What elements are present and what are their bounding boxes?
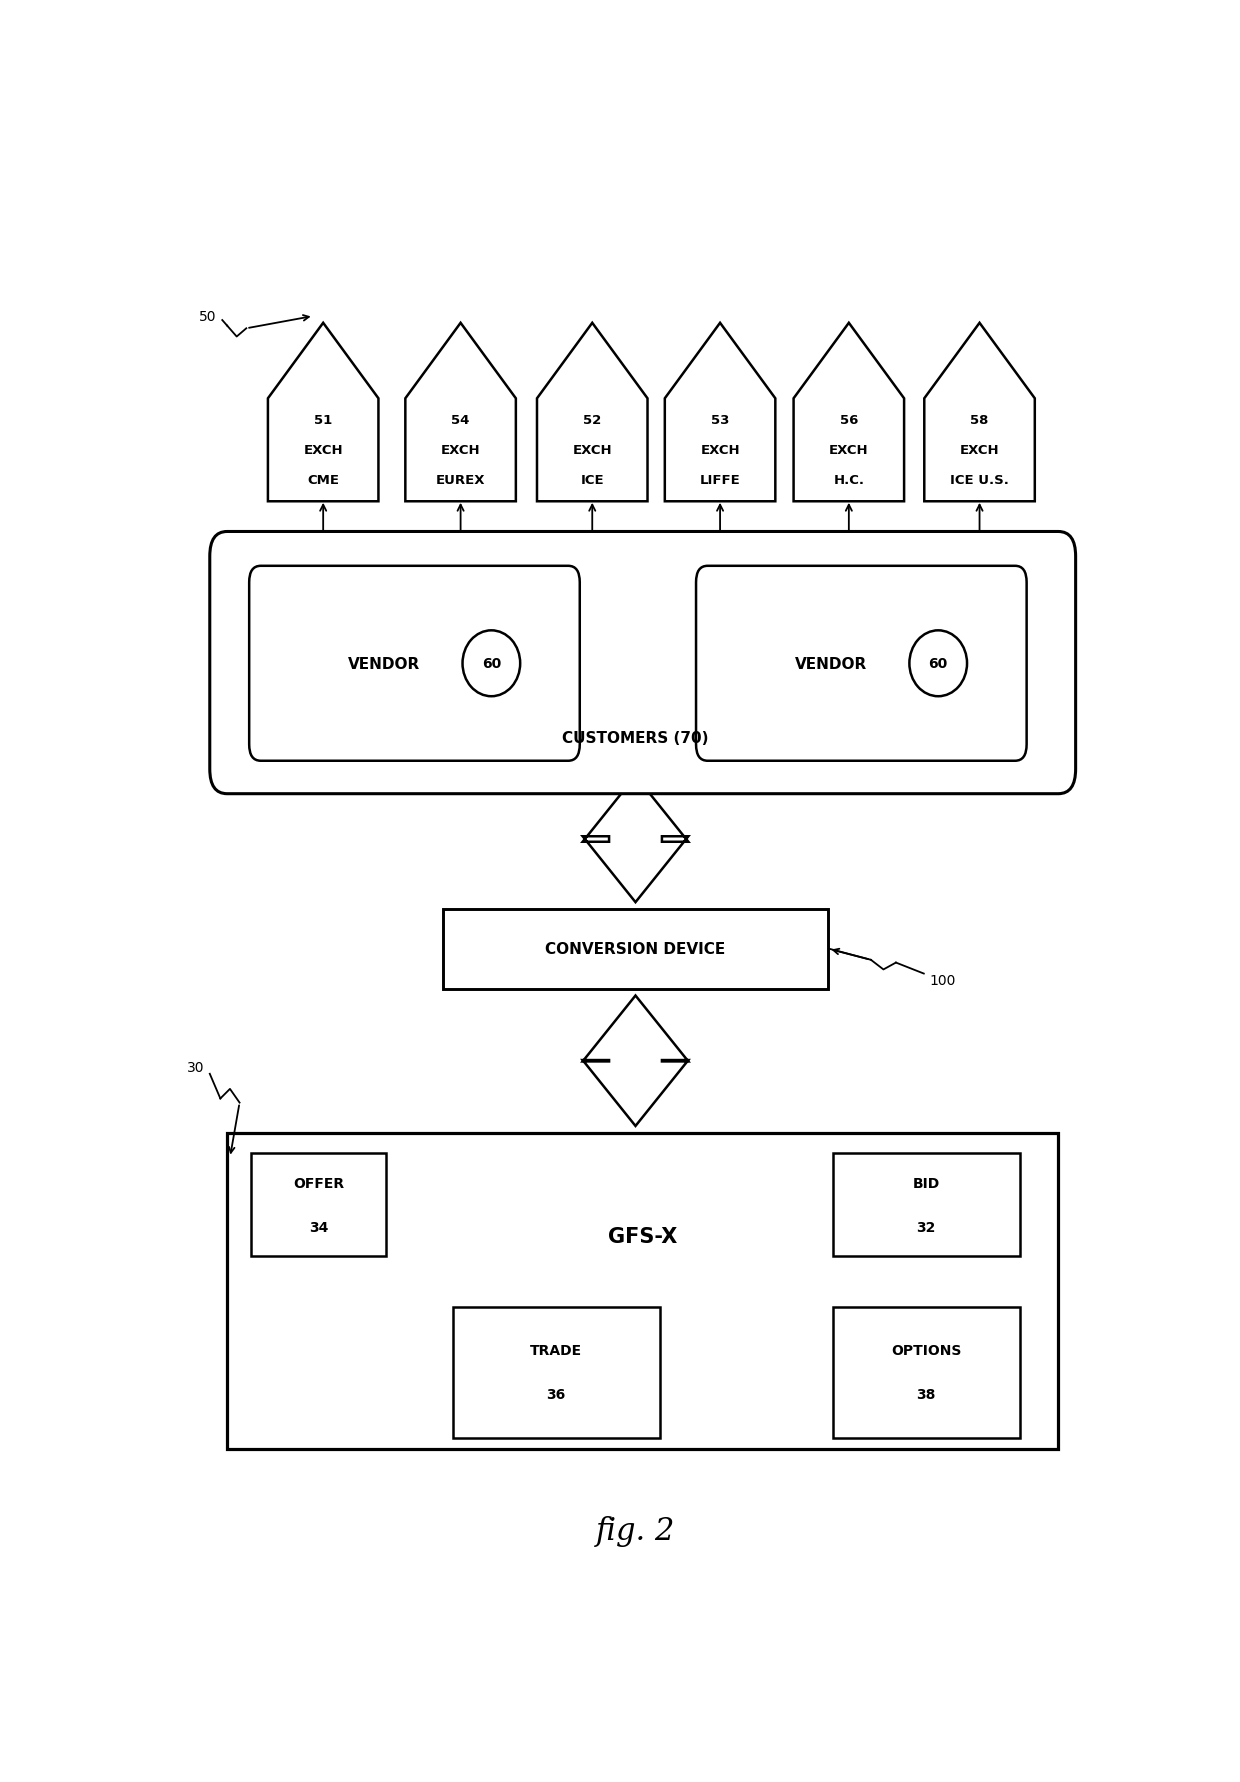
- Text: VENDOR: VENDOR: [795, 656, 867, 672]
- Polygon shape: [268, 324, 378, 503]
- Text: fig. 2: fig. 2: [595, 1516, 676, 1547]
- Text: 60: 60: [929, 658, 947, 670]
- Text: OPTIONS: OPTIONS: [892, 1344, 961, 1358]
- Bar: [832, 1308, 1019, 1438]
- Text: 38: 38: [916, 1388, 936, 1402]
- Polygon shape: [583, 777, 688, 903]
- Ellipse shape: [463, 631, 521, 697]
- Text: 100: 100: [930, 975, 956, 987]
- Text: H.C.: H.C.: [833, 474, 864, 486]
- Text: EXCH: EXCH: [304, 444, 343, 456]
- Text: 34: 34: [309, 1221, 329, 1235]
- Text: TRADE: TRADE: [531, 1344, 583, 1358]
- Text: VENDOR: VENDOR: [347, 656, 420, 672]
- Polygon shape: [794, 324, 904, 503]
- FancyBboxPatch shape: [249, 567, 580, 761]
- Text: ICE: ICE: [580, 474, 604, 486]
- Text: 30: 30: [186, 1060, 205, 1075]
- Text: EXCH: EXCH: [960, 444, 999, 456]
- Text: EUREX: EUREX: [435, 474, 485, 486]
- Text: CUSTOMERS (70): CUSTOMERS (70): [562, 731, 709, 745]
- Ellipse shape: [909, 631, 967, 697]
- Text: 54: 54: [451, 413, 470, 428]
- Text: EXCH: EXCH: [440, 444, 480, 456]
- Polygon shape: [924, 324, 1035, 503]
- Bar: [453, 1308, 660, 1438]
- Text: BID: BID: [913, 1176, 940, 1190]
- Polygon shape: [537, 324, 647, 503]
- Polygon shape: [665, 324, 775, 503]
- Text: 60: 60: [481, 658, 501, 670]
- Text: CONVERSION DEVICE: CONVERSION DEVICE: [546, 943, 725, 957]
- Polygon shape: [405, 324, 516, 503]
- Text: 50: 50: [200, 310, 217, 324]
- Bar: [250, 1153, 386, 1256]
- Text: 53: 53: [711, 413, 729, 428]
- Polygon shape: [583, 996, 688, 1126]
- Text: EXCH: EXCH: [701, 444, 740, 456]
- Text: ICE U.S.: ICE U.S.: [950, 474, 1009, 486]
- Text: EXCH: EXCH: [830, 444, 869, 456]
- Text: 51: 51: [314, 413, 332, 428]
- Text: 32: 32: [916, 1221, 936, 1235]
- Text: 52: 52: [583, 413, 601, 428]
- Bar: [832, 1153, 1019, 1256]
- Text: CME: CME: [308, 474, 340, 486]
- FancyBboxPatch shape: [210, 533, 1075, 795]
- Text: EXCH: EXCH: [573, 444, 613, 456]
- Bar: [444, 909, 828, 989]
- Text: LIFFE: LIFFE: [699, 474, 740, 486]
- Bar: [227, 1133, 1058, 1449]
- Text: 58: 58: [971, 413, 988, 428]
- Text: GFS-X: GFS-X: [608, 1226, 677, 1246]
- Text: 56: 56: [839, 413, 858, 428]
- Text: OFFER: OFFER: [293, 1176, 343, 1190]
- Text: 36: 36: [547, 1388, 565, 1402]
- FancyBboxPatch shape: [696, 567, 1027, 761]
